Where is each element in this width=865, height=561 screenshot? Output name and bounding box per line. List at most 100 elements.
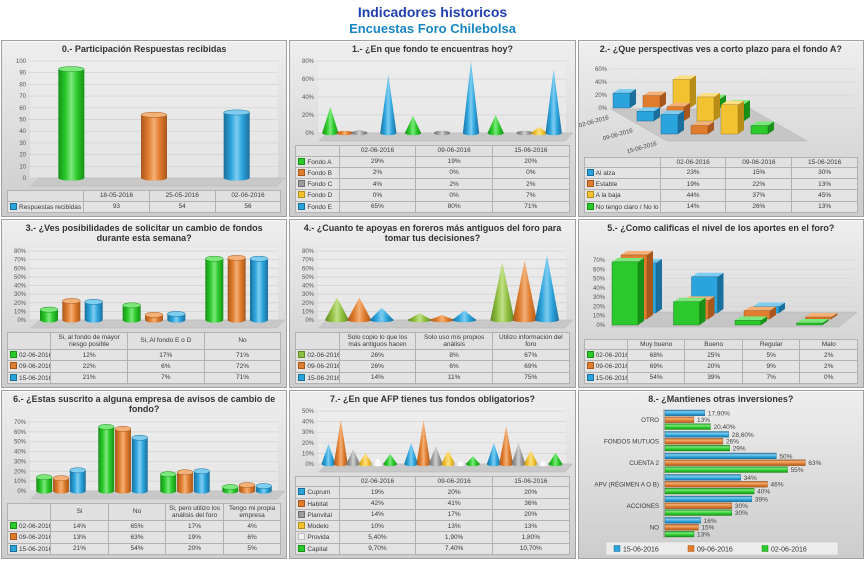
chart-table: Muy bueno Bueno Regular Malo 02-06-2016 68% 25… xyxy=(579,338,863,387)
svg-text:60%: 60% xyxy=(302,77,315,83)
chart-table: Solo copio lo que los más antiguos hacen… xyxy=(290,331,574,387)
svg-text:NO: NO xyxy=(649,525,658,532)
chart-panel-apoyo-foreros: 4.- ¿Cuanto te apoyas en foreros más ant… xyxy=(289,219,576,388)
svg-text:50%: 50% xyxy=(14,439,27,445)
chart-title: 8.- ¿Mantienes otras inversiones? xyxy=(648,394,794,404)
svg-text:10%: 10% xyxy=(14,309,27,315)
chart-panel-afp: 7.- ¿En que AFP tienes tus fondos obliga… xyxy=(289,390,576,559)
svg-text:0%: 0% xyxy=(306,318,315,324)
svg-text:20%: 20% xyxy=(593,305,606,311)
svg-text:0%: 0% xyxy=(306,462,315,468)
chart-table: Si No Si, pero utilizo los análisis del fo… xyxy=(2,502,286,558)
chart-plot: 0% 10% 20% 30% 40% 50% 60% 70% xyxy=(2,416,286,503)
svg-text:APV (RÉGIMEN A O B): APV (RÉGIMEN A O B) xyxy=(594,482,659,489)
svg-text:30%: 30% xyxy=(302,431,315,437)
svg-text:80: 80 xyxy=(19,83,26,89)
dashboard-title: Indicadores historicos xyxy=(357,4,508,20)
chart-plot: 0% 20% 40% 60% 02-06-2016 09-06-2016 15-06-201… xyxy=(579,55,863,156)
svg-text:30: 30 xyxy=(19,141,26,147)
chart-table: 02-06-2016 09-06-2016 15-06-2016 Cuprum 19% 2… xyxy=(290,476,574,558)
svg-text:0%: 0% xyxy=(306,131,315,137)
chart-title: 0.- Participación Respuestas recibidas xyxy=(61,44,227,54)
svg-text:17,90%: 17,90% xyxy=(708,411,730,418)
chart-panel-nivel-aportes: 5.- ¿Como calificas el nivel de los apor… xyxy=(577,219,864,388)
svg-text:90: 90 xyxy=(19,71,26,77)
svg-text:10: 10 xyxy=(19,165,26,171)
chart-table: 02-06-2016 09-06-2016 15-06-2016 Fondo A 29%… xyxy=(290,145,574,216)
charts-grid: 0.- Participación Respuestas recibidas 0… xyxy=(0,40,865,560)
dashboard-header: Indicadores historicos Encuestas Foro Ch… xyxy=(0,0,865,40)
svg-text:30%: 30% xyxy=(302,292,315,298)
svg-text:26%: 26% xyxy=(726,439,739,446)
svg-text:100: 100 xyxy=(16,59,27,65)
svg-text:80%: 80% xyxy=(302,249,315,255)
chart-title: 4.- ¿Cuanto te apoyas en foreros más ant… xyxy=(303,223,562,244)
svg-text:20,40%: 20,40% xyxy=(713,424,735,431)
chart-panel-empresa-avisos: 6.- ¿Estas suscrito a alguna empresa de … xyxy=(1,390,288,559)
svg-text:15%: 15% xyxy=(701,525,714,532)
svg-text:13%: 13% xyxy=(697,532,710,539)
svg-text:0%: 0% xyxy=(17,489,26,495)
svg-text:63%: 63% xyxy=(808,461,821,468)
svg-text:20%: 20% xyxy=(302,441,315,447)
svg-text:10%: 10% xyxy=(593,314,606,320)
svg-text:OTRO: OTRO xyxy=(641,417,659,424)
svg-text:0%: 0% xyxy=(17,318,26,324)
svg-text:20%: 20% xyxy=(595,93,608,99)
chart-plot: 0% 20% 40% 60% 80% xyxy=(290,55,574,145)
svg-text:40: 40 xyxy=(19,130,26,136)
svg-text:40%: 40% xyxy=(302,95,315,101)
svg-text:20%: 20% xyxy=(14,469,27,475)
chart-table: Si, al fondo de mayor riesgo posible Si, … xyxy=(2,331,286,387)
svg-text:60%: 60% xyxy=(593,268,606,274)
chart-plot: 0% 10% 20% 30% 40% 50% 60% 70% xyxy=(579,234,863,339)
svg-text:40%: 40% xyxy=(757,489,770,496)
svg-text:60%: 60% xyxy=(302,266,315,272)
chart-plot: 0% 10% 20% 30% 40% 50% xyxy=(290,405,574,476)
chart-title: 6.- ¿Estas suscrito a alguna empresa de … xyxy=(13,394,276,415)
svg-text:09-06-2016: 09-06-2016 xyxy=(602,128,634,142)
svg-text:20: 20 xyxy=(19,153,26,159)
svg-text:30%: 30% xyxy=(14,459,27,465)
svg-text:60%: 60% xyxy=(595,67,608,73)
chart-plot: 0% 10% 20% 30% 40% 50% 60% 70% 80% xyxy=(2,245,286,332)
svg-text:28,60%: 28,60% xyxy=(731,432,753,439)
svg-text:50%: 50% xyxy=(302,409,315,415)
svg-text:60%: 60% xyxy=(14,266,27,272)
chart-panel-otras-inversiones: 8.- ¿Mantienes otras inversiones? OTRO 17… xyxy=(577,390,864,559)
svg-text:70%: 70% xyxy=(14,420,27,426)
chart-plot: OTRO 17,90% 13% 20,40% FONDOS MUTUOS 28,60% 26… xyxy=(579,405,863,558)
svg-text:30%: 30% xyxy=(735,504,748,511)
chart-plot: 0 10 20 30 40 50 60 70 80 90 100 xyxy=(2,55,286,190)
svg-text:20%: 20% xyxy=(302,113,315,119)
chart-title: 3.- ¿Ves posibilidades de solicitar un c… xyxy=(25,223,263,244)
svg-text:30%: 30% xyxy=(735,510,748,517)
chart-table: 02-06-2016 09-06-2016 15-06-2016 Al alza 23%… xyxy=(579,156,863,216)
svg-text:ACCIONES: ACCIONES xyxy=(626,503,658,510)
svg-text:50%: 50% xyxy=(779,454,792,461)
chart-title: 7.- ¿En que AFP tienes tus fondos obliga… xyxy=(329,394,535,404)
svg-text:10%: 10% xyxy=(14,479,27,485)
chart-panel-participacion: 0.- Participación Respuestas recibidas 0… xyxy=(1,40,288,217)
svg-text:29%: 29% xyxy=(732,446,745,453)
chart-panel-fondo-hoy: 1.- ¿En que fondo te encuentras hoy? 0% 2… xyxy=(289,40,576,217)
svg-text:80%: 80% xyxy=(302,59,315,65)
svg-text:30%: 30% xyxy=(14,292,27,298)
svg-text:40%: 40% xyxy=(302,283,315,289)
svg-text:46%: 46% xyxy=(770,482,783,489)
svg-text:02-06-2016: 02-06-2016 xyxy=(579,115,610,129)
chart-title: 1.- ¿En que fondo te encuentras hoy? xyxy=(351,44,513,54)
svg-text:15-06-2016: 15-06-2016 xyxy=(623,547,659,554)
svg-text:60: 60 xyxy=(19,106,26,112)
svg-text:40%: 40% xyxy=(593,286,606,292)
chart-panel-cambio-fondos: 3.- ¿Ves posibilidades de solicitar un c… xyxy=(1,219,288,388)
svg-text:10%: 10% xyxy=(302,309,315,315)
svg-text:02-06-2016: 02-06-2016 xyxy=(771,547,807,554)
svg-text:70%: 70% xyxy=(14,257,27,263)
svg-text:70: 70 xyxy=(19,94,26,100)
svg-text:16%: 16% xyxy=(703,518,716,525)
svg-text:34%: 34% xyxy=(743,475,756,482)
svg-text:30%: 30% xyxy=(593,295,606,301)
svg-text:40%: 40% xyxy=(14,283,27,289)
